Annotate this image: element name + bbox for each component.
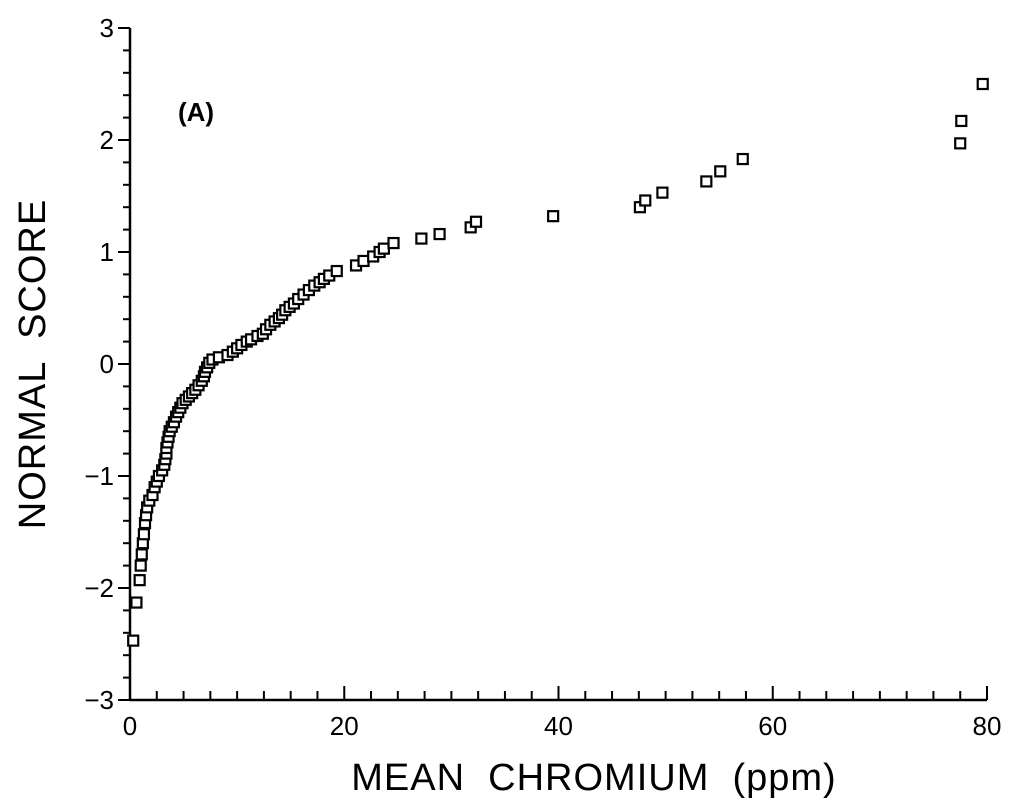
- data-point-marker: [130, 596, 143, 609]
- data-point-marker: [330, 264, 343, 278]
- x-tick-label: 80: [973, 711, 1002, 741]
- data-point-marker: [469, 215, 483, 228]
- x-axis-title: MEAN CHROMIUM (ppm): [351, 757, 836, 799]
- data-point-marker: [976, 77, 989, 91]
- data-point-marker: [133, 574, 146, 587]
- data-point-marker: [415, 232, 428, 245]
- x-axis-ticks: [129, 686, 988, 700]
- data-point-marker: [377, 242, 390, 255]
- y-axis-title: NORMAL SCORE: [12, 199, 54, 529]
- x-tick-label: 20: [330, 711, 359, 741]
- y-axis-tick-labels: −3 −2 −1 0 1 2 3: [84, 13, 114, 715]
- data-point-marker: [954, 137, 967, 150]
- data-point-marker: [433, 227, 446, 241]
- data-point-marker: [639, 194, 652, 207]
- panel-label: (A): [178, 97, 214, 127]
- data-point-marker: [547, 210, 560, 223]
- x-axis-tick-labels: 0 20 40 60 80: [123, 711, 1002, 741]
- data-point-marker: [700, 175, 713, 188]
- data-point-marker: [955, 114, 968, 128]
- data-point-marker: [736, 152, 749, 166]
- data-point-marker: [134, 559, 147, 572]
- data-point-marker: [135, 548, 148, 561]
- x-tick-label: 60: [758, 711, 787, 741]
- y-tick-label: −1: [84, 461, 114, 491]
- data-point-marker: [127, 634, 140, 647]
- y-tick-label: 1: [100, 237, 114, 267]
- data-point-marker: [137, 528, 151, 541]
- data-point-marker: [656, 186, 669, 199]
- y-tick-label: −3: [84, 685, 114, 715]
- y-tick-label: 3: [100, 13, 114, 43]
- plot-area: −3 −2 −1 0 1 2 3 0 20 40 60 80: [84, 13, 1001, 741]
- y-tick-label: −2: [84, 573, 114, 603]
- x-tick-label: 40: [544, 711, 573, 741]
- data-point-marker: [387, 236, 400, 250]
- data-point-marker: [357, 254, 370, 268]
- data-points: [127, 77, 989, 647]
- y-tick-label: 0: [100, 349, 114, 379]
- x-tick-label: 0: [123, 711, 137, 741]
- y-axis-ticks: [118, 27, 130, 701]
- data-point-marker: [714, 165, 727, 178]
- y-tick-label: 2: [100, 125, 114, 155]
